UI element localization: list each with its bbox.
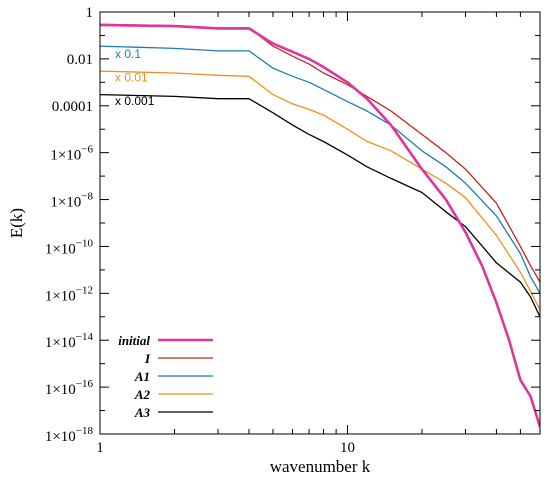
series-line-a3 [100,93,540,318]
y-tick-label: 1×10−10 [45,237,94,257]
series-line-initial [100,23,540,428]
y-tick-label: 0.01 [67,52,93,68]
y-tick-label: 1×10−14 [45,331,94,351]
y-tick-label: 1 [86,5,94,21]
x-axis-label: wavenumber k [270,457,371,476]
series-layer [100,23,540,428]
y-axis-label: E(k) [7,208,26,238]
y-tick-label: 1×10−8 [50,191,93,211]
y-tick-label: 1×10−16 [45,378,94,398]
legend-label-a2: A2 [134,387,151,402]
series-line-i [100,23,540,283]
annotation-layer: x 0.1 x 0.01 x 0.001 [115,47,155,108]
scale-annotation: x 0.1 [115,47,141,61]
scale-annotation: x 0.01 [115,70,148,84]
series-line-a1 [100,45,540,294]
legend-label-a1: A1 [134,369,150,384]
y-tick-label: 1×10−12 [45,284,93,304]
x-tick-label: 1 [96,440,104,456]
legend-label-i: I [144,351,151,366]
y-tick-label: 0.0001 [52,99,93,115]
scale-annotation: x 0.001 [115,94,155,108]
legend-label-a3: A3 [134,405,151,420]
legend-label-initial: initial [118,333,150,348]
series-line-a2 [100,70,540,310]
x-tick-label: 10 [340,440,355,456]
y-tick-label: 1×10−6 [50,144,93,164]
plot-frame [99,11,541,435]
y-tick-label: 1×10−18 [45,425,94,445]
legend: initial I A1 A2 A3 [118,333,213,420]
